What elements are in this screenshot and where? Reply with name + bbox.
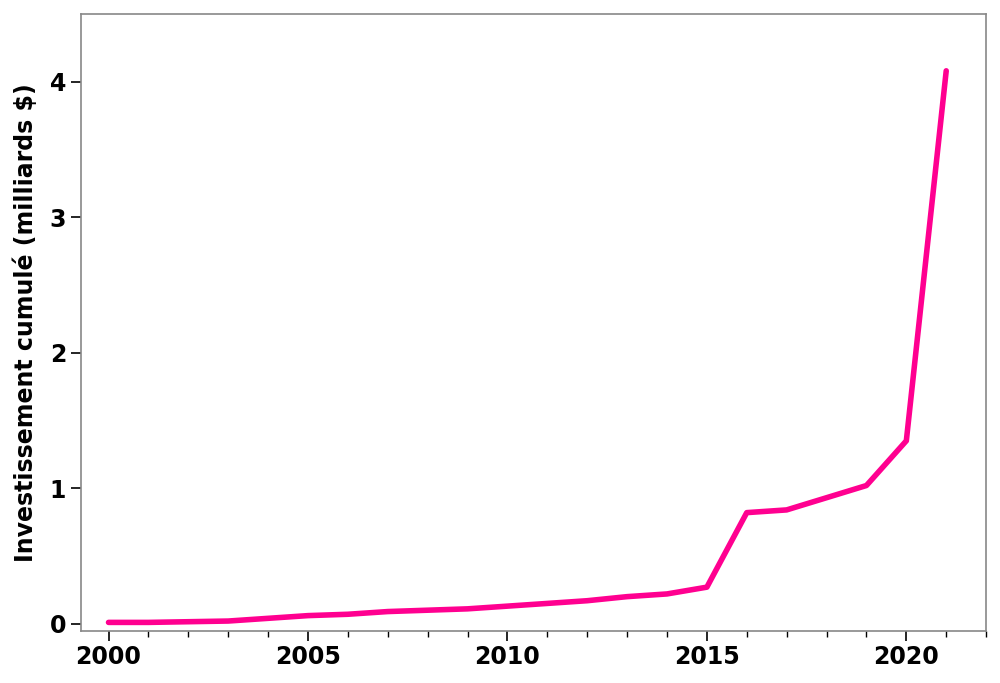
Y-axis label: Investissement cumulé (milliards $): Investissement cumulé (milliards $)	[14, 83, 38, 561]
